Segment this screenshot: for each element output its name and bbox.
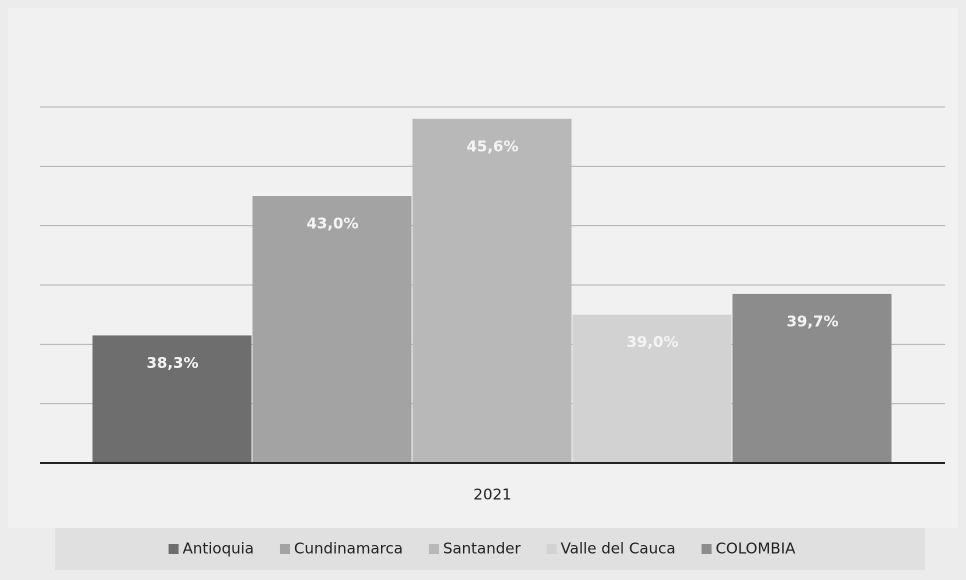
bar: [412, 118, 572, 463]
legend-marker: [279, 544, 290, 554]
data-label: 38,3%: [146, 354, 198, 372]
legend-label: Santander: [443, 540, 522, 558]
data-label: 39,7%: [786, 312, 838, 330]
legend-label: Antioquia: [183, 540, 254, 558]
legend-marker: [428, 544, 439, 554]
legend-background: [55, 528, 925, 570]
legend-marker: [546, 544, 557, 554]
bar: [92, 335, 252, 463]
data-label: 43,0%: [306, 215, 358, 233]
x-tick-label: 2021: [473, 486, 511, 504]
data-label: 39,0%: [626, 333, 678, 351]
legend-label: Valle del Cauca: [561, 540, 676, 558]
legend-label: Cundinamarca: [294, 540, 403, 558]
bar: [252, 196, 412, 463]
data-label: 45,6%: [466, 137, 518, 155]
legend-label: COLOMBIA: [716, 540, 797, 558]
legend-marker: [168, 544, 179, 554]
bar: [732, 293, 892, 463]
legend-marker: [701, 544, 712, 554]
bar: [572, 314, 732, 463]
